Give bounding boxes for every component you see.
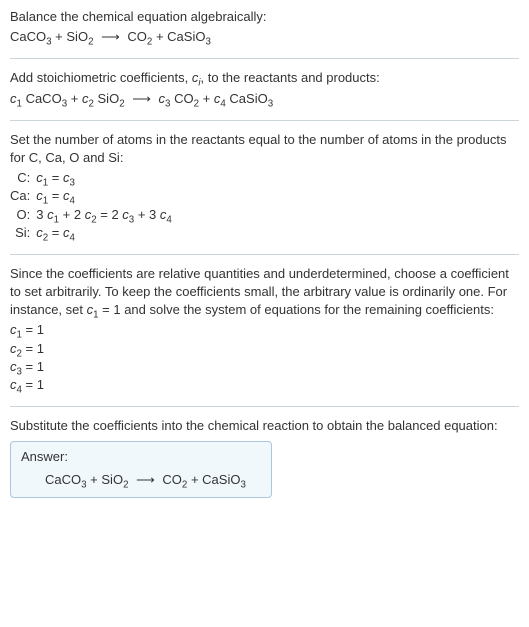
t: SiO xyxy=(101,472,123,487)
answer-box: Answer: CaCO3 + SiO2 ⟶ CO2 + CaSiO3 xyxy=(10,441,272,497)
t: CaCO xyxy=(45,472,81,487)
atom-element: C: xyxy=(10,169,36,187)
intro-rhs1: CO2 xyxy=(127,29,152,44)
sub: 2 xyxy=(119,98,124,109)
plus: + xyxy=(199,91,214,106)
intro-rhs2: CaSiO3 xyxy=(167,29,211,44)
rest: = 1 xyxy=(22,322,44,337)
coefficient-line: c1 = 1 xyxy=(10,321,519,339)
t: SiO xyxy=(98,91,120,106)
piece: = xyxy=(48,188,63,203)
answer-label: Answer: xyxy=(21,448,261,466)
answer-intro-text: Substitute the coefficients into the che… xyxy=(10,417,519,435)
divider xyxy=(10,58,519,59)
plus: + xyxy=(87,472,102,487)
t: CaSiO xyxy=(229,91,267,106)
arrow-icon: ⟶ xyxy=(128,90,155,108)
ans-lhs1: CaCO3 xyxy=(45,472,87,487)
t: CaSiO xyxy=(202,472,240,487)
t: Add stoichiometric coefficients, xyxy=(10,70,192,85)
coefficient-line: c2 = 1 xyxy=(10,340,519,358)
set-eq: = 1 xyxy=(99,302,121,317)
coeffs-equation: c1 CaCO3 + c2 SiO2 ⟶ c3 CO2 + c4 CaSiO3 xyxy=(10,90,519,108)
arrow-icon: ⟶ xyxy=(97,28,124,46)
intro-lhs1: CaCO3 xyxy=(10,29,52,44)
divider xyxy=(10,254,519,255)
sub: 2 xyxy=(123,479,128,490)
t: CO xyxy=(162,472,182,487)
rest: = 1 xyxy=(22,377,44,392)
sub: 3 xyxy=(205,37,210,48)
section-intro: Balance the chemical equation algebraica… xyxy=(10,8,519,46)
page: Balance the chemical equation algebraica… xyxy=(0,0,529,516)
piece: 4 xyxy=(166,214,171,225)
section-answer: Substitute the coefficients into the che… xyxy=(10,417,519,498)
sub: 3 xyxy=(268,98,273,109)
atom-balance-table: C:c1 = c3Ca:c1 = c4O:3 c1 + 2 c2 = 2 c3 … xyxy=(10,169,178,242)
plus: + xyxy=(67,91,82,106)
add-coeffs-text: Add stoichiometric coefficients, ci, to … xyxy=(10,69,519,87)
divider xyxy=(10,406,519,407)
t: CO xyxy=(127,29,147,44)
t: , to the reactants and products: xyxy=(201,70,380,85)
coefficient-line: c3 = 1 xyxy=(10,358,519,376)
atom-expression: c2 = c4 xyxy=(36,224,178,242)
section-add-coeffs: Add stoichiometric coefficients, ci, to … xyxy=(10,69,519,107)
answer-equation: CaCO3 + SiO2 ⟶ CO2 + CaSiO3 xyxy=(21,471,261,489)
intro-lhs2: SiO2 xyxy=(66,29,93,44)
piece: 4 xyxy=(70,232,75,243)
atom-element: Si: xyxy=(10,224,36,242)
t: and solve the system of equations for th… xyxy=(121,302,494,317)
t: CaSiO xyxy=(167,29,205,44)
sub: 2 xyxy=(88,37,93,48)
ans-rhs2: CaSiO3 xyxy=(202,472,246,487)
coefficient-list: c1 = 1c2 = 1c3 = 1c4 = 1 xyxy=(10,321,519,394)
plus: + xyxy=(187,472,202,487)
ans-rhs1: CO2 xyxy=(162,472,187,487)
ans-lhs2: SiO2 xyxy=(101,472,128,487)
piece: = 2 xyxy=(97,207,123,222)
atom-row: Ca:c1 = c4 xyxy=(10,187,178,205)
arrow-icon: ⟶ xyxy=(132,471,159,489)
plus: + xyxy=(152,29,167,44)
section-atom-balance: Set the number of atoms in the reactants… xyxy=(10,131,519,242)
piece: = xyxy=(48,170,63,185)
atom-row: O:3 c1 + 2 c2 = 2 c3 + 3 c4 xyxy=(10,206,178,224)
atom-element: O: xyxy=(10,206,36,224)
intro-text: Balance the chemical equation algebraica… xyxy=(10,8,519,26)
piece: 3 xyxy=(36,207,47,222)
divider xyxy=(10,120,519,121)
t: CO xyxy=(174,91,194,106)
t: CaCO xyxy=(26,91,62,106)
atom-expression: 3 c1 + 2 c2 = 2 c3 + 3 c4 xyxy=(36,206,178,224)
t: SiO xyxy=(66,29,88,44)
plus: + xyxy=(52,29,67,44)
atom-expression: c1 = c4 xyxy=(36,187,178,205)
solve-text: Since the coefficients are relative quan… xyxy=(10,265,519,320)
piece: + 2 xyxy=(59,207,85,222)
rest: = 1 xyxy=(22,341,44,356)
atom-balance-text: Set the number of atoms in the reactants… xyxy=(10,131,519,167)
sub: 3 xyxy=(240,479,245,490)
atom-row: Si:c2 = c4 xyxy=(10,224,178,242)
atom-row: C:c1 = c3 xyxy=(10,169,178,187)
piece: = xyxy=(48,225,63,240)
c4s: 4 xyxy=(220,98,225,109)
atom-expression: c1 = c3 xyxy=(36,169,178,187)
intro-equation: CaCO3 + SiO2 ⟶ CO2 + CaSiO3 xyxy=(10,28,519,46)
t: CaCO xyxy=(10,29,46,44)
atom-element: Ca: xyxy=(10,187,36,205)
rest: = 1 xyxy=(22,359,44,374)
coefficient-line: c4 = 1 xyxy=(10,376,519,394)
piece: + 3 xyxy=(134,207,160,222)
section-solve: Since the coefficients are relative quan… xyxy=(10,265,519,394)
